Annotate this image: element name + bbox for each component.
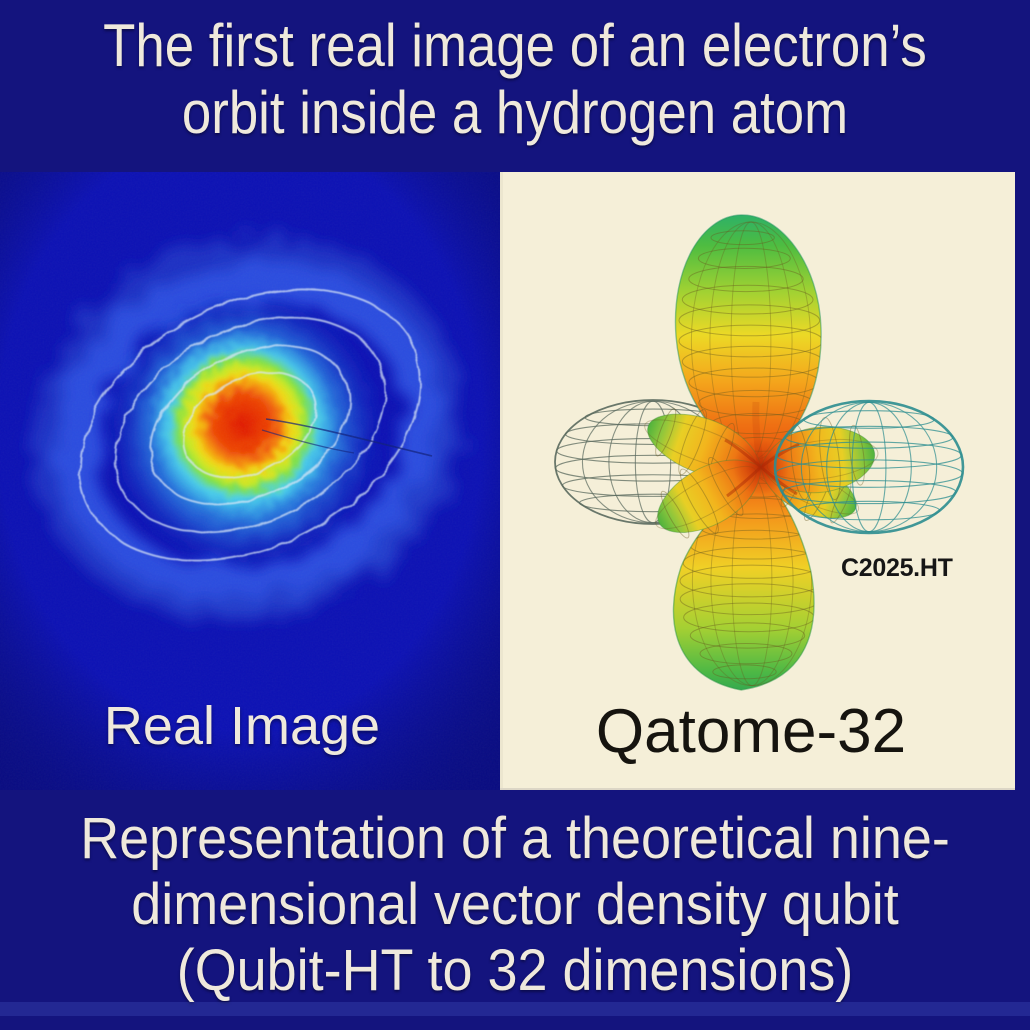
electron-orbit-photo bbox=[0, 172, 500, 790]
title-line-1: The first real image of an electron’s bbox=[103, 12, 927, 79]
qatome-panel: C2025.HT Qatome-32 bbox=[500, 172, 1015, 788]
footer-caption: Representation of a theoretical nine- di… bbox=[0, 788, 1030, 1030]
footer-line-3: (Qubit-HT to 32 dimensions) bbox=[176, 938, 854, 1003]
watermark: C2025.HT bbox=[841, 554, 953, 582]
qatome-caption: Qatome-32 bbox=[595, 697, 907, 766]
title: The first real image of an electron’s or… bbox=[0, 0, 1030, 184]
bottom-lobe-mesh bbox=[679, 475, 814, 687]
real-image-panel: Real Image bbox=[0, 172, 500, 790]
orbital-render bbox=[503, 172, 1015, 788]
photo-grain bbox=[0, 172, 500, 790]
right-wireframe-ring bbox=[773, 399, 965, 535]
footer-line-1: Representation of a theoretical nine- bbox=[80, 806, 950, 871]
pinch-shading bbox=[733, 439, 789, 495]
real-image-caption: Real Image bbox=[103, 696, 381, 756]
bottom-light-band bbox=[0, 1002, 1030, 1016]
top-lobe bbox=[674, 214, 822, 466]
footer-line-2: dimensional vector density qubit bbox=[131, 872, 899, 937]
title-line-2: orbit inside a hydrogen atom bbox=[181, 79, 849, 146]
pinch-creases bbox=[724, 401, 800, 498]
